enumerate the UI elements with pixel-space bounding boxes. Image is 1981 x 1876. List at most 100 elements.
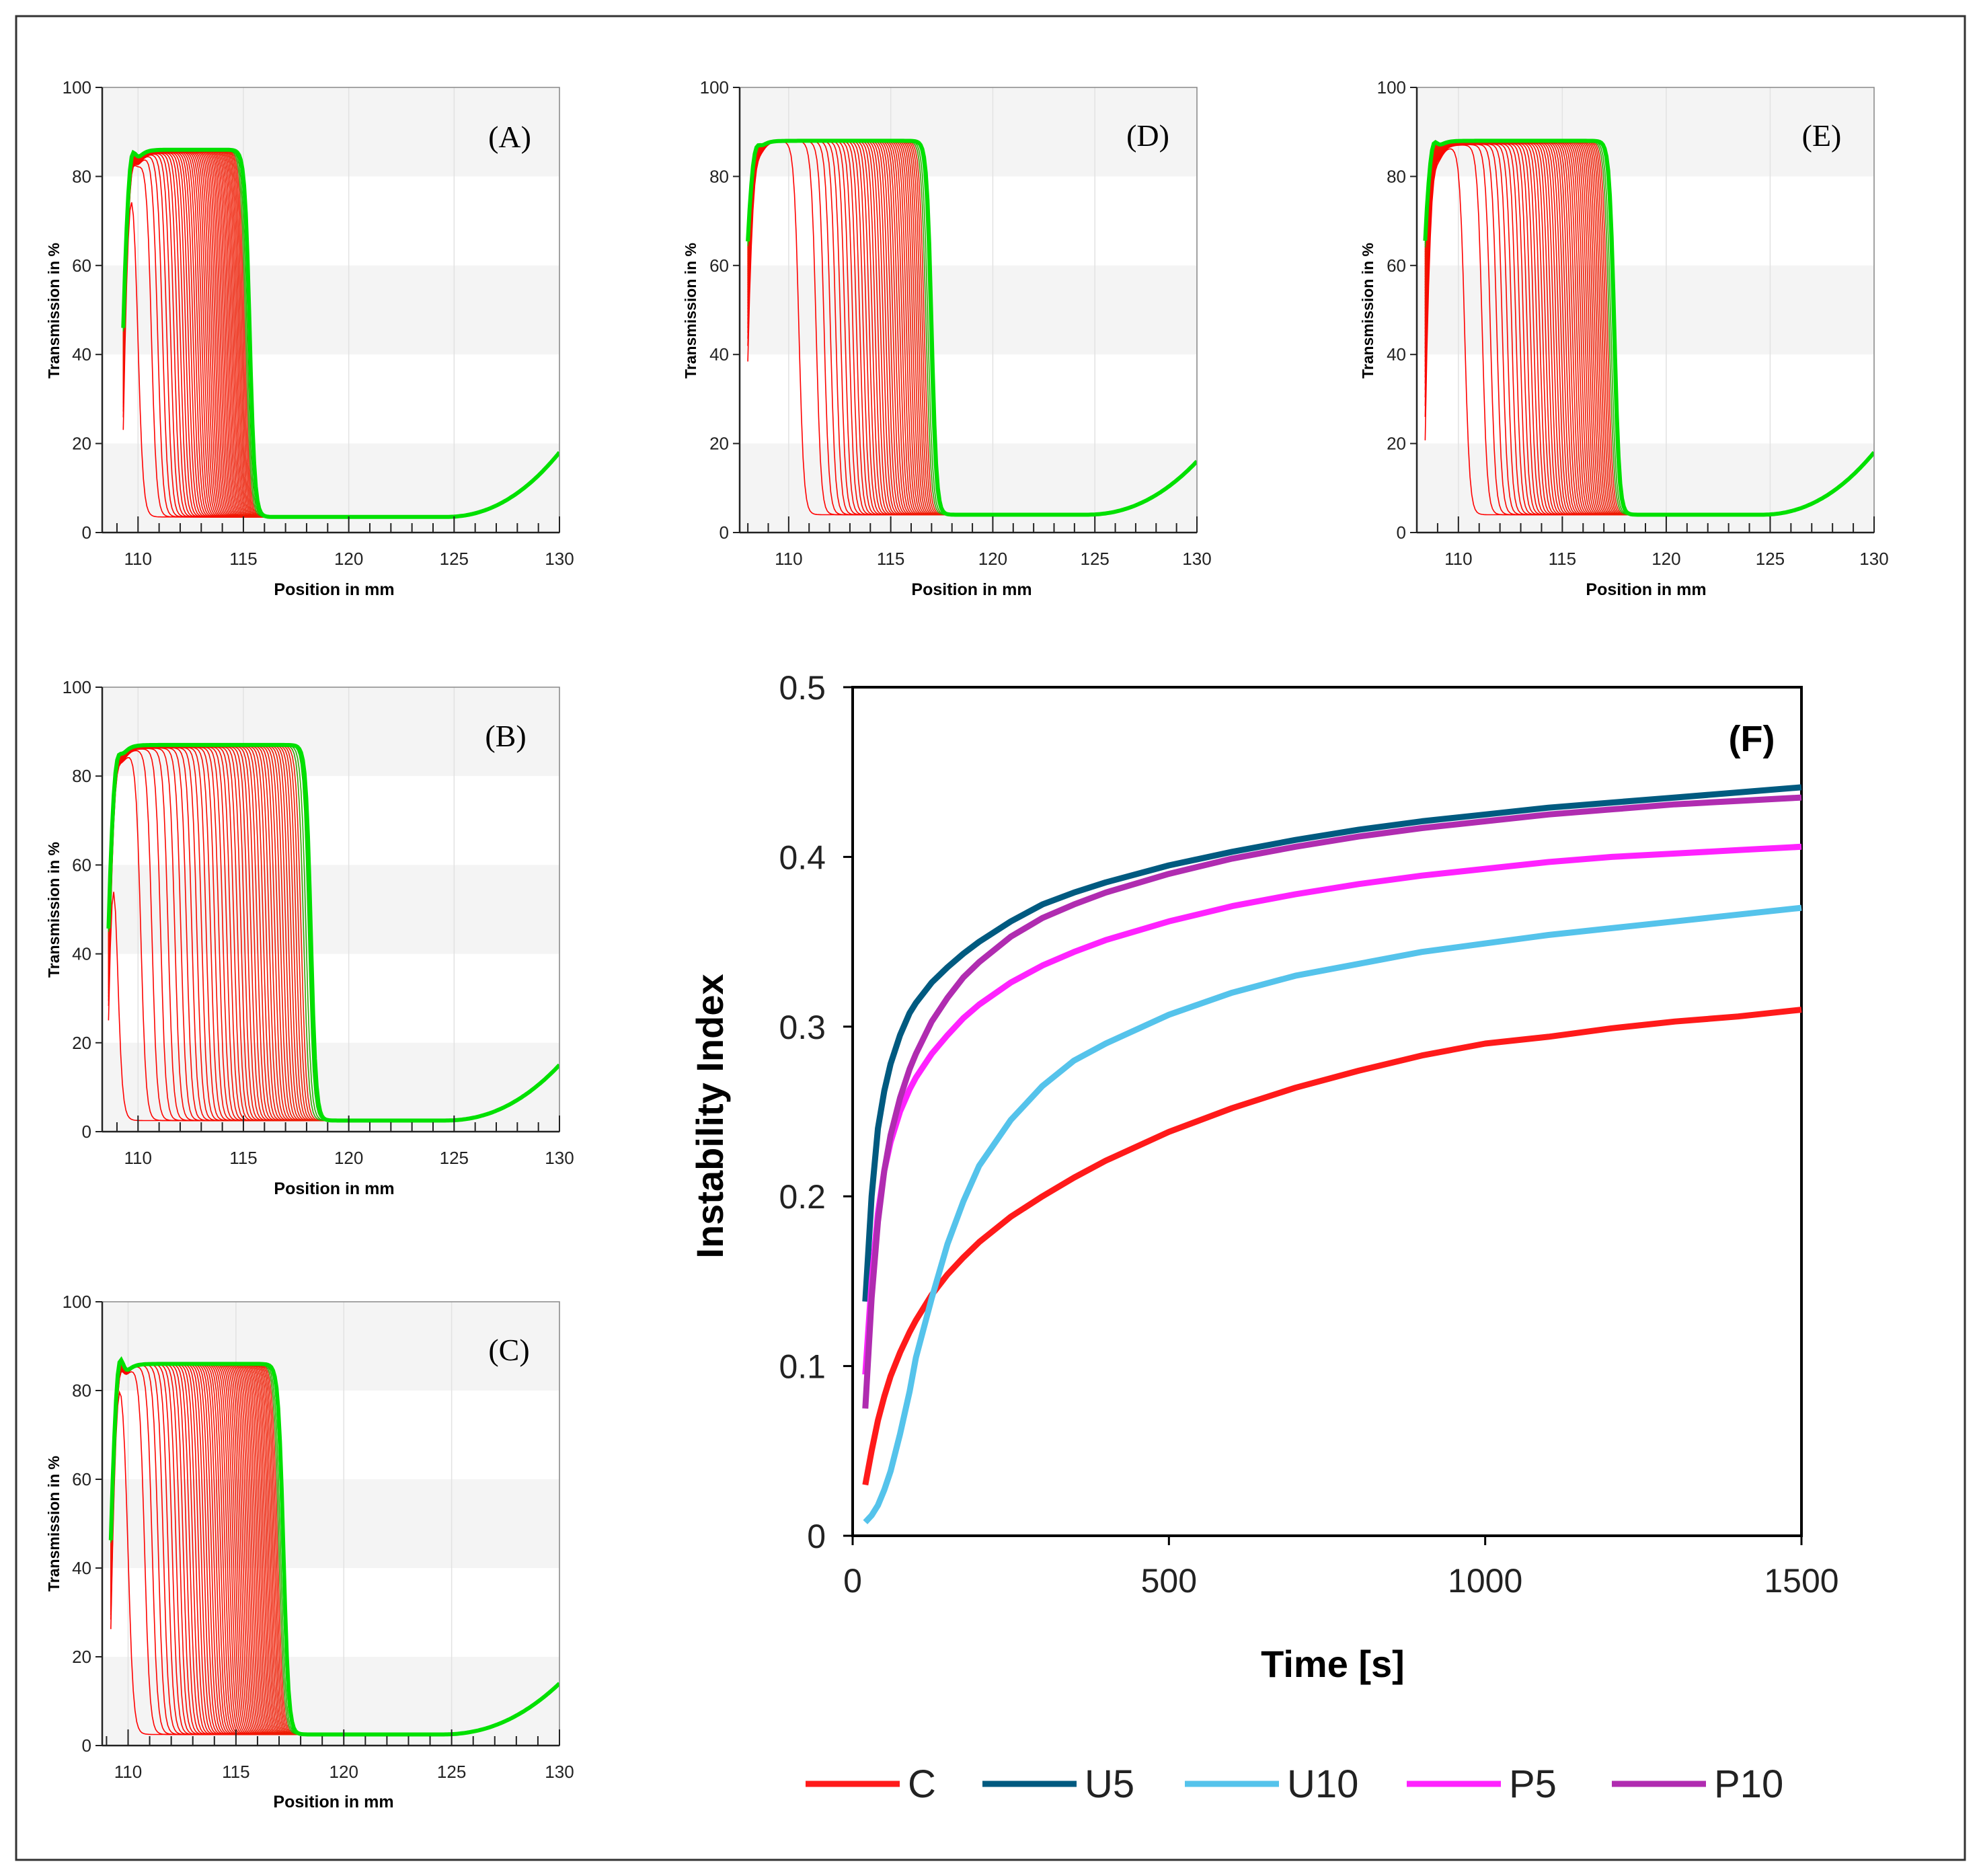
panel-b-x-tick-label: 120: [334, 1148, 363, 1168]
panel-a-x-tick-label: 110: [124, 549, 152, 569]
panel-c-y-tick-label: 0: [82, 1735, 91, 1756]
panel-e-y-tick-label: 80: [1387, 166, 1406, 186]
panel-b-y-tick-label: 20: [72, 1033, 91, 1053]
panel-b-x-tick-label: 130: [545, 1148, 574, 1168]
panel-d-band: [740, 87, 1197, 177]
panel-e-x-tick-label: 130: [1859, 549, 1888, 569]
panel-f-y-tick-label: 0.5: [779, 669, 826, 707]
panel-f-y-tick-label: 0.4: [779, 838, 826, 876]
series-line-c: [862, 1007, 1802, 1486]
panel-f-x-tick-label: 1000: [1448, 1562, 1522, 1600]
panel-a-y-tick-label: 0: [82, 522, 91, 543]
transmission-panel-a: 110 115 120 125 130 0 20 40 60 80 100 (A) Position…: [45, 77, 574, 599]
panel-b-x-tick-label: 110: [124, 1148, 152, 1168]
panel-b-y-tick-label: 100: [63, 677, 91, 697]
panel-e-last-scan-curve: [1423, 139, 1874, 517]
transmission-panel-c: 110 115 120 125 130 0 20 40 60 80 100 (C) Position…: [45, 1292, 574, 1811]
panel-d-y-tick-label: 80: [709, 166, 729, 186]
panel-e-title: (E): [1802, 118, 1842, 153]
panel-c-last-scan-curve: [108, 1356, 559, 1737]
panel-c-y-tick-label: 20: [72, 1647, 91, 1667]
panel-f-y-tick-label: 0.2: [779, 1178, 826, 1216]
legend-label-p10: P10: [1714, 1762, 1783, 1806]
panel-c-x-tick-label: 110: [114, 1762, 142, 1782]
panel-c-y-tick-label: 100: [63, 1292, 91, 1312]
panel-d-x-tick-label: 115: [877, 549, 904, 569]
panel-f-y-tick-label: 0.3: [779, 1009, 826, 1046]
panel-e-x-tick-label: 115: [1549, 549, 1576, 569]
panel-a-x-axis-label: Position in mm: [274, 580, 394, 599]
panel-d-x-tick-label: 125: [1081, 549, 1110, 569]
panel-c-x-tick-label: 115: [222, 1762, 249, 1782]
panel-b-band: [102, 1042, 559, 1132]
panel-b-x-tick-label: 115: [229, 1148, 257, 1168]
panel-d-y-tick-label: 40: [709, 344, 729, 364]
panel-c-x-tick-label: 120: [329, 1762, 358, 1782]
transmission-panel-b: 110 115 120 125 130 0 20 40 60 80 100 (B) Position…: [45, 677, 574, 1198]
series-line-p10: [862, 794, 1802, 1409]
panel-d-y-tick-label: 0: [720, 522, 729, 543]
panel-d-x-axis-label: Position in mm: [911, 580, 1032, 599]
panel-d-last-scan-curve: [746, 139, 1197, 517]
panel-d-title: (D): [1126, 118, 1169, 153]
panel-b-last-scan-curve: [106, 742, 559, 1123]
legend-label-u5: U5: [1085, 1762, 1134, 1806]
panel-b-y-axis-label: Transmission in %: [45, 842, 63, 978]
panel-c-x-axis-label: Position in mm: [273, 1793, 393, 1811]
panel-e-band: [1417, 265, 1874, 355]
panel-c-title: (C): [488, 1333, 529, 1367]
panel-b-band: [102, 865, 559, 954]
panel-a-x-tick-label: 130: [545, 549, 574, 569]
legend-label-u10: U10: [1287, 1762, 1358, 1806]
panel-a-last-scan-curve: [121, 147, 559, 519]
panel-c-y-tick-label: 60: [72, 1469, 91, 1489]
panel-f-x-tick-label: 1500: [1764, 1562, 1838, 1600]
panel-b-y-tick-label: 0: [82, 1122, 91, 1142]
panel-c-y-axis-label: Transmission in %: [45, 1456, 63, 1592]
panel-f-y-tick-label: 0.1: [779, 1348, 826, 1386]
panel-a-x-tick-label: 115: [229, 549, 257, 569]
panel-c-y-tick-label: 40: [72, 1558, 91, 1578]
series-line-u10: [863, 904, 1802, 1524]
panel-d-y-tick-label: 100: [700, 77, 729, 97]
transmission-panel-e: 110 115 120 125 130 0 20 40 60 80 100 (E) Position…: [1359, 77, 1889, 599]
panel-a-x-tick-label: 125: [440, 549, 469, 569]
panel-d-y-axis-label: Transmission in %: [682, 243, 699, 379]
panel-e-y-axis-label: Transmission in %: [1359, 243, 1376, 379]
panel-f-title: (F): [1729, 719, 1775, 759]
panel-b-y-tick-label: 60: [72, 855, 91, 875]
panel-f-frame: [851, 686, 1803, 1537]
panel-b-y-tick-label: 40: [72, 944, 91, 964]
panel-e-x-tick-label: 125: [1756, 549, 1785, 569]
instability-index-chart: 0 500 1000 1500 0 0.1 0.2 0.3 0.4 0.5 (F) Time [s…: [689, 669, 1839, 1806]
panel-f-x-tick-label: 0: [843, 1562, 862, 1600]
panel-a-y-tick-label: 60: [72, 256, 91, 276]
panel-c-x-tick-label: 130: [545, 1762, 574, 1782]
panel-a-y-tick-label: 40: [72, 344, 91, 364]
panel-e-y-tick-label: 100: [1377, 77, 1406, 97]
panel-e-y-tick-label: 40: [1387, 344, 1406, 364]
panel-e-x-tick-label: 110: [1444, 549, 1472, 569]
panel-d-x-tick-label: 120: [978, 549, 1007, 569]
panel-d-x-tick-label: 110: [775, 549, 802, 569]
panel-b-x-axis-label: Position in mm: [274, 1179, 394, 1198]
series-line-u5: [862, 784, 1802, 1302]
panel-e-band: [1417, 443, 1874, 533]
panel-f-y-tick-label: 0: [807, 1518, 826, 1555]
panel-e-y-tick-label: 20: [1387, 434, 1406, 454]
panel-f-x-tick-label: 500: [1141, 1562, 1197, 1600]
legend-label-p5: P5: [1509, 1762, 1557, 1806]
panel-a-y-axis-label: Transmission in %: [45, 243, 63, 379]
panel-d-band: [740, 265, 1197, 355]
panel-f-legend: C U5 U10 P5 P10: [806, 1762, 1783, 1806]
legend-label-c: C: [908, 1762, 936, 1806]
panel-a-title: (A): [488, 120, 531, 154]
panel-b-x-tick-label: 125: [440, 1148, 469, 1168]
panel-d-y-tick-label: 60: [709, 256, 729, 276]
panel-a-x-tick-label: 120: [334, 549, 363, 569]
panel-e-y-tick-label: 60: [1387, 256, 1406, 276]
panel-d-y-tick-label: 20: [709, 434, 729, 454]
transmission-panel-d: 110 115 120 125 130 0 20 40 60 80 100 (D) Position…: [682, 77, 1212, 599]
panel-a-y-tick-label: 80: [72, 166, 91, 186]
